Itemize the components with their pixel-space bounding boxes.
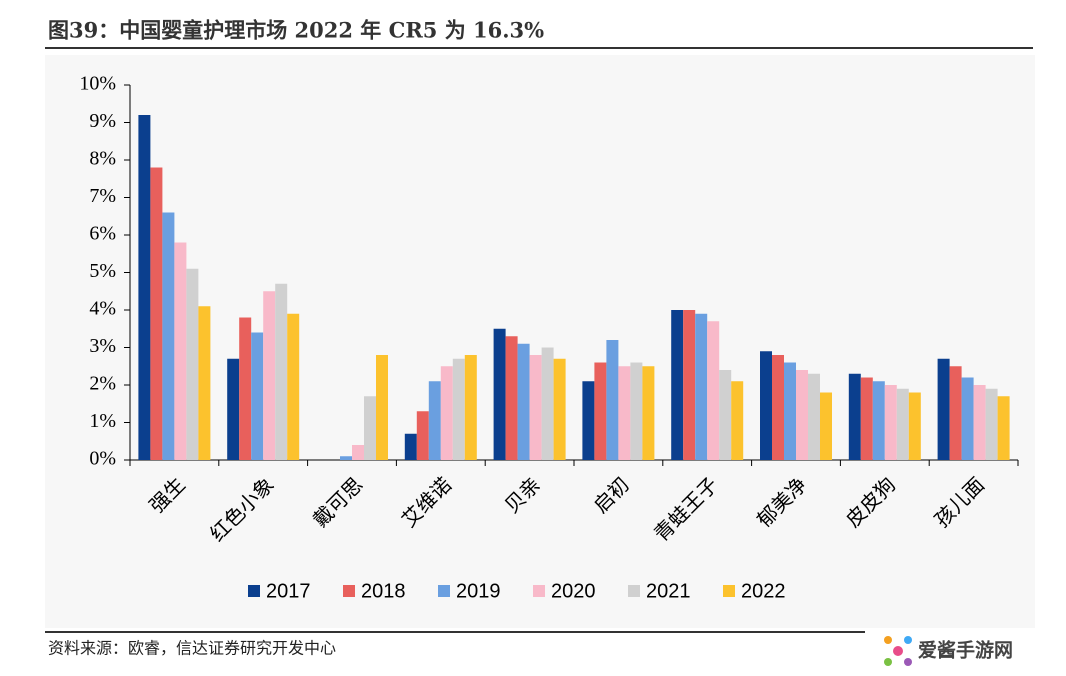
bar xyxy=(541,347,554,460)
bar xyxy=(251,332,264,460)
bar xyxy=(808,373,820,460)
bar xyxy=(594,362,607,460)
bar xyxy=(174,242,187,460)
bar xyxy=(719,370,732,460)
bar xyxy=(760,351,772,460)
bar xyxy=(138,115,151,460)
bar xyxy=(630,362,643,460)
bar xyxy=(985,388,998,460)
y-tick-label: 9% xyxy=(89,110,116,132)
bar xyxy=(683,310,696,460)
bar xyxy=(404,433,417,460)
bar xyxy=(642,366,655,460)
bar xyxy=(695,313,708,460)
y-tick-label: 4% xyxy=(89,298,116,320)
y-tick-label: 0% xyxy=(89,448,116,470)
bar xyxy=(961,377,974,460)
legend-label: 2018 xyxy=(361,580,406,602)
legend-label: 2020 xyxy=(551,580,596,602)
bar xyxy=(582,381,595,460)
legend-label: 2019 xyxy=(456,580,501,602)
bar xyxy=(275,283,288,460)
bar xyxy=(239,317,252,460)
bar xyxy=(820,392,832,460)
legend-swatch xyxy=(723,585,735,597)
bar xyxy=(505,336,518,460)
bar xyxy=(464,355,477,460)
bar xyxy=(937,358,950,460)
bar xyxy=(872,381,885,460)
bar xyxy=(452,358,465,460)
bar xyxy=(493,328,506,460)
bar xyxy=(440,366,453,460)
bar xyxy=(162,212,175,460)
watermark: 爱酱手游网 xyxy=(918,639,1013,662)
legend-label: 2017 xyxy=(266,580,311,602)
y-tick-label: 3% xyxy=(89,335,116,357)
bar xyxy=(376,355,388,460)
bar xyxy=(860,377,873,460)
bar xyxy=(731,381,744,460)
y-tick-label: 2% xyxy=(89,373,116,395)
bar xyxy=(671,310,684,460)
y-tick-label: 6% xyxy=(89,223,116,245)
bar xyxy=(707,321,720,460)
bar xyxy=(198,306,211,460)
bar xyxy=(186,268,199,460)
bar xyxy=(784,362,796,460)
legend-label: 2021 xyxy=(646,580,691,602)
legend-swatch xyxy=(533,585,545,597)
y-tick-label: 10% xyxy=(79,73,116,95)
legend-swatch xyxy=(438,585,450,597)
bar xyxy=(796,370,808,460)
legend-swatch xyxy=(628,585,640,597)
bar xyxy=(517,343,530,460)
bar xyxy=(416,411,429,460)
bar xyxy=(263,291,276,460)
bar xyxy=(150,167,163,460)
watermark-icon xyxy=(884,636,912,666)
bar xyxy=(848,373,861,460)
bar xyxy=(553,358,566,460)
chart-title: 图39：中国婴童护理市场 2022 年 CR5 为 16.3% xyxy=(48,18,544,43)
bar xyxy=(428,381,441,460)
bar xyxy=(908,392,921,460)
source-note: 资料来源：欧睿，信达证券研究开发中心 xyxy=(48,639,336,658)
y-tick-label: 7% xyxy=(89,185,116,207)
bar xyxy=(618,366,631,460)
y-tick-label: 5% xyxy=(89,260,116,282)
bar xyxy=(973,385,986,460)
bar xyxy=(896,388,909,460)
legend-swatch xyxy=(248,585,260,597)
legend-swatch xyxy=(343,585,355,597)
bar xyxy=(352,445,364,460)
bar xyxy=(772,355,784,460)
bar xyxy=(884,385,897,460)
y-tick-label: 8% xyxy=(89,148,116,170)
bar xyxy=(340,456,352,460)
bar xyxy=(949,366,962,460)
bar xyxy=(529,355,542,460)
bar xyxy=(227,358,240,460)
bar xyxy=(287,313,300,460)
bar xyxy=(364,396,376,460)
bar xyxy=(997,396,1010,460)
y-tick-label: 1% xyxy=(89,410,116,432)
legend-label: 2022 xyxy=(741,580,786,602)
bar xyxy=(606,340,619,460)
